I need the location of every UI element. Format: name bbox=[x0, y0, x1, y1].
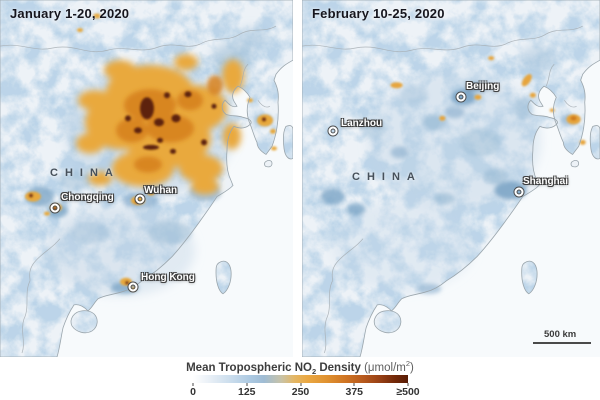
country-label-china-right: CHINA bbox=[352, 171, 422, 183]
map-panel-february: February 10-25, 2020 CHINA Lanzhou Beiji… bbox=[302, 0, 600, 357]
legend-tick-label-2: 250 bbox=[291, 386, 310, 398]
legend-units-close: ) bbox=[410, 361, 414, 374]
legend-title-text-2: Density bbox=[316, 361, 361, 374]
scale-bar-label: 500 km bbox=[544, 329, 577, 340]
legend-colorbar bbox=[193, 375, 408, 383]
legend-tick-label-3: 375 bbox=[345, 386, 364, 398]
legend-title-subscript: 2 bbox=[311, 367, 317, 377]
legend-tick-3 bbox=[353, 383, 355, 386]
legend-title-text: Mean Tropospheric NO bbox=[186, 361, 312, 374]
panel-title-january: January 1-20, 2020 bbox=[10, 6, 130, 21]
city-marker-lanzhou bbox=[328, 126, 338, 136]
city-marker-wuhan bbox=[135, 194, 145, 204]
scale-bar-line bbox=[533, 342, 591, 344]
january-no2-map bbox=[0, 0, 293, 357]
map-panel-january: January 1-20, 2020 CHINA Chongqing Wuhan… bbox=[0, 0, 293, 357]
city-label-lanzhou: Lanzhou bbox=[341, 118, 383, 129]
city-label-wuhan: Wuhan bbox=[144, 185, 178, 196]
city-label-beijing: Beijing bbox=[466, 81, 500, 92]
city-label-chongqing: Chongqing bbox=[61, 192, 114, 203]
city-label-shanghai: Shanghai bbox=[523, 176, 569, 187]
legend-units: (μmol/m bbox=[360, 361, 406, 374]
legend-tick-4 bbox=[407, 383, 409, 386]
legend-tick-label-4: ≥500 bbox=[396, 386, 420, 398]
legend-tick-2 bbox=[300, 383, 301, 386]
city-label-hong-kong: Hong Kong bbox=[141, 272, 195, 283]
city-marker-shanghai bbox=[514, 187, 524, 197]
legend-tick-1 bbox=[246, 383, 248, 386]
city-marker-chongqing bbox=[50, 203, 60, 213]
legend-tick-label-0: 0 bbox=[190, 386, 196, 398]
panel-title-february: February 10-25, 2020 bbox=[312, 6, 445, 21]
legend-title: Mean Tropospheric NO2 Density (μmol/m2) bbox=[0, 359, 600, 376]
country-label-china-left: CHINA bbox=[50, 167, 120, 179]
city-marker-hong-kong bbox=[128, 282, 138, 292]
legend-color-scale: 0 125 250 375 ≥500 bbox=[190, 375, 420, 400]
legend: Mean Tropospheric NO2 Density (μmol/m2) … bbox=[0, 357, 600, 400]
city-marker-beijing bbox=[456, 92, 466, 102]
legend-tick-label-1: 125 bbox=[237, 386, 256, 398]
legend-units-superscript: 2 bbox=[405, 359, 411, 368]
legend-tick-0 bbox=[192, 383, 194, 386]
february-no2-map bbox=[302, 0, 600, 357]
